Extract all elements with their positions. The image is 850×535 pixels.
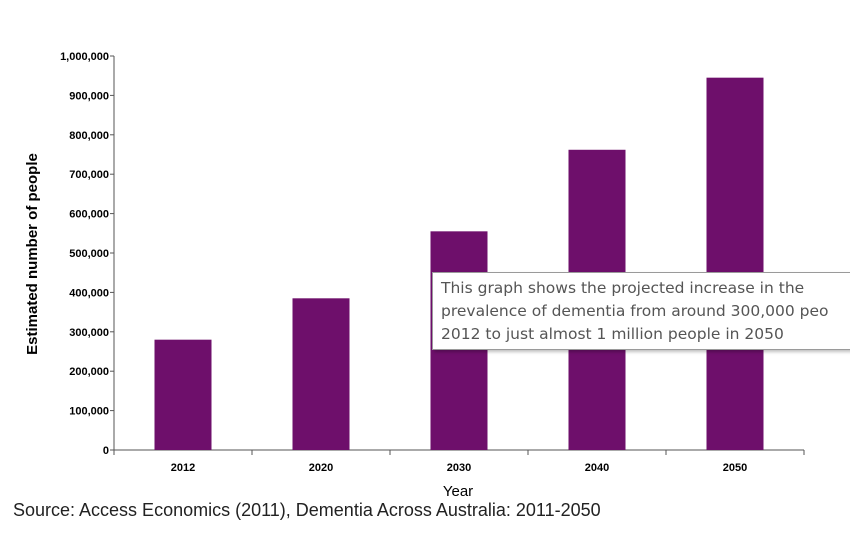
bar-2050 (706, 77, 764, 451)
y-axis: 0 100,000 200,000 300,000 400,000 500,000 600,… (60, 51, 115, 457)
tooltip-line: prevalence of dementia from around 300,0… (441, 302, 829, 320)
y-tick-label: 100,000 (69, 406, 109, 418)
tooltip-line: 2012 to just almost 1 million people in … (441, 325, 784, 343)
y-tick-label: 1,000,000 (60, 51, 109, 63)
y-tick-label: 400,000 (69, 287, 109, 299)
y-tick-label: 200,000 (69, 366, 109, 378)
y-tick-label: 300,000 (69, 327, 109, 339)
source-note: Source: Access Economics (2011), Dementi… (13, 500, 601, 520)
x-tick-label: 2020 (309, 462, 333, 474)
bars (154, 77, 764, 451)
tooltip-line: This graph shows the projected increase … (441, 279, 805, 297)
x-tick-label: 2012 (171, 462, 195, 474)
y-axis-title: Estimated number of people (24, 153, 41, 355)
y-tick-label: 700,000 (69, 169, 109, 181)
y-tick-label: 0 (103, 445, 109, 457)
bar-2020 (292, 298, 350, 450)
bar-2012 (154, 339, 212, 450)
y-tick-label: 800,000 (69, 130, 109, 142)
y-tick-label: 900,000 (69, 90, 109, 102)
y-tick-label: 600,000 (69, 209, 109, 221)
x-tick-label: 2030 (447, 462, 471, 474)
x-tick-label: 2050 (723, 462, 747, 474)
x-axis: 2012 2020 2030 2040 2050 (113, 449, 805, 474)
chart-tooltip: This graph shows the projected increase … (432, 272, 850, 350)
x-axis-title: Year (443, 483, 473, 500)
y-tick-label: 500,000 (69, 248, 109, 260)
x-tick-label: 2040 (585, 462, 609, 474)
